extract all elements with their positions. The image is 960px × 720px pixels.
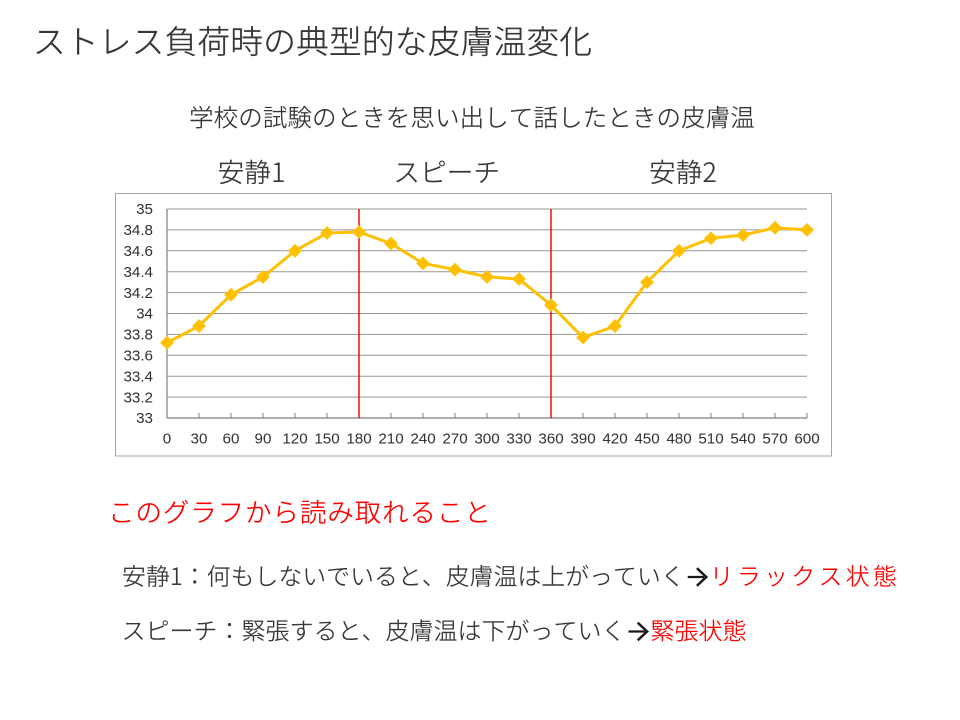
svg-text:35: 35 bbox=[136, 201, 153, 218]
svg-text:270: 270 bbox=[442, 431, 467, 448]
svg-text:240: 240 bbox=[410, 431, 435, 448]
svg-text:90: 90 bbox=[255, 431, 272, 448]
svg-text:450: 450 bbox=[634, 431, 659, 448]
svg-text:33.6: 33.6 bbox=[123, 348, 153, 365]
svg-text:300: 300 bbox=[474, 431, 499, 448]
svg-text:570: 570 bbox=[762, 431, 787, 448]
svg-text:360: 360 bbox=[538, 431, 563, 448]
svg-text:33: 33 bbox=[136, 410, 153, 427]
svg-text:34: 34 bbox=[136, 306, 153, 323]
svg-text:30: 30 bbox=[191, 431, 208, 448]
svg-text:480: 480 bbox=[666, 431, 691, 448]
svg-text:390: 390 bbox=[570, 431, 595, 448]
svg-text:510: 510 bbox=[698, 431, 723, 448]
svg-text:33.2: 33.2 bbox=[123, 389, 153, 406]
svg-text:180: 180 bbox=[346, 431, 371, 448]
svg-text:120: 120 bbox=[282, 431, 307, 448]
svg-text:34.2: 34.2 bbox=[123, 285, 153, 302]
svg-text:33.8: 33.8 bbox=[123, 327, 153, 344]
svg-text:210: 210 bbox=[378, 431, 403, 448]
svg-text:33.4: 33.4 bbox=[123, 368, 153, 385]
svg-text:540: 540 bbox=[730, 431, 755, 448]
svg-text:420: 420 bbox=[602, 431, 627, 448]
svg-text:34.8: 34.8 bbox=[123, 222, 153, 239]
svg-text:0: 0 bbox=[163, 431, 171, 448]
svg-text:600: 600 bbox=[794, 431, 819, 448]
svg-text:60: 60 bbox=[223, 431, 240, 448]
svg-text:34.6: 34.6 bbox=[123, 243, 153, 260]
svg-text:34.4: 34.4 bbox=[123, 264, 153, 281]
svg-text:330: 330 bbox=[506, 431, 531, 448]
svg-text:150: 150 bbox=[314, 431, 339, 448]
